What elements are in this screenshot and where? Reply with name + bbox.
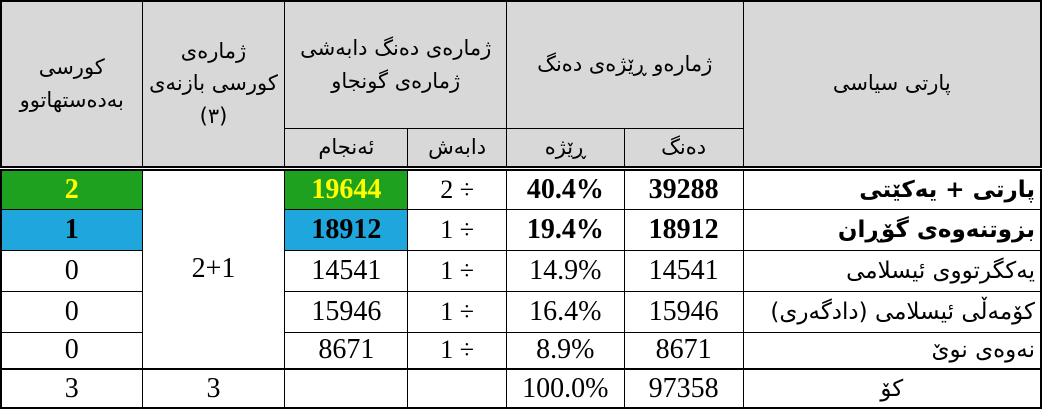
result-cell-runnerup: 18912	[284, 208, 409, 251]
total-divide-cell-empty	[407, 368, 507, 409]
votes-cell: 15946	[623, 290, 744, 333]
header-sub-row: دەنگ ڕێژە دابەش ئەنجام	[1, 127, 1041, 169]
divide-cell: 1 ÷	[407, 331, 507, 370]
divide-cell: 1 ÷	[407, 249, 507, 292]
won-seats-cell-winner: 2	[0, 165, 143, 210]
won-seats-cell: 0	[0, 331, 143, 370]
party-name-cell: بزوتنەوەی گۆڕان	[742, 208, 1042, 251]
divide-cell: 1 ÷	[407, 208, 507, 251]
total-won-seats-cell: 3	[0, 368, 143, 409]
header-division-group: ژمارەی دەنگ دابەشی ژمارەی گونجاو	[284, 0, 507, 129]
percent-cell: 16.4%	[505, 290, 625, 333]
header-group-row: پارتی سیاسی ژمارەو ڕێژەی دەنگ ژمارەی دەن…	[0, 0, 1042, 169]
votes-cell: 8671	[623, 331, 744, 370]
won-seats-cell: 0	[0, 290, 143, 333]
table-row-nawayinwe: نەوەی نوێ 8671 8.9% 1 ÷ 8671 0	[0, 331, 1042, 370]
won-seats-cell: 0	[0, 249, 143, 292]
won-seats-cell-runnerup: 1	[0, 208, 143, 251]
table-row-yekgirtu: یەکگرتووی ئیسلامی 14541 14.9% 1 ÷ 14541 …	[0, 249, 1042, 292]
percent-cell: 19.4%	[505, 208, 625, 251]
divide-cell: 2 ÷	[407, 165, 507, 210]
header-won-seats: کورسی بەدەستهاتوو	[0, 0, 143, 169]
party-name-cell: یەکگرتووی ئیسلامی	[742, 249, 1042, 292]
percent-cell: 40.4%	[505, 165, 625, 210]
votes-cell: 14541	[623, 249, 744, 292]
votes-cell: 39288	[623, 165, 744, 210]
result-cell: 8671	[284, 331, 409, 370]
total-label-cell: کۆ	[742, 368, 1042, 409]
result-cell-winner: 19644	[284, 165, 409, 210]
party-name-cell: پارتی + یەکێتی	[742, 165, 1042, 210]
party-name-cell: کۆمەڵی ئیسلامی (دادگەری)	[742, 290, 1042, 333]
header-votes: دەنگ	[623, 127, 744, 169]
percent-cell: 8.9%	[505, 331, 625, 370]
result-cell: 15946	[284, 290, 409, 333]
header-party: پارتی سیاسی	[742, 0, 1042, 169]
votes-cell: 18912	[623, 208, 744, 251]
result-cell: 14541	[284, 249, 409, 292]
total-result-cell-empty	[284, 368, 409, 409]
total-percent-cell: 100.0%	[505, 368, 625, 409]
divide-cell: 1 ÷	[407, 290, 507, 333]
total-circle-seats-cell: 3	[141, 368, 286, 409]
table-row-total: کۆ 97358 100.0% 3 3	[0, 368, 1042, 409]
header-percent: ڕێژە	[505, 127, 625, 169]
total-votes-cell: 97358	[623, 368, 744, 409]
circle-seats-merged-cell: 2+1	[141, 165, 286, 370]
percent-cell: 14.9%	[505, 249, 625, 292]
table-row-party-yekiti: پارتی + یەکێتی 39288 40.4% 2 ÷ 19644 2+1…	[0, 165, 1042, 370]
header-circle-seats: ژمارەی کورسی بازنەی (٣)	[141, 0, 286, 169]
header-votes-group: ژمارەو ڕێژەی دەنگ	[505, 0, 744, 129]
party-name-cell: نەوەی نوێ	[742, 331, 1042, 370]
header-result: ئەنجام	[284, 127, 409, 169]
header-divide: دابەش	[407, 127, 507, 169]
